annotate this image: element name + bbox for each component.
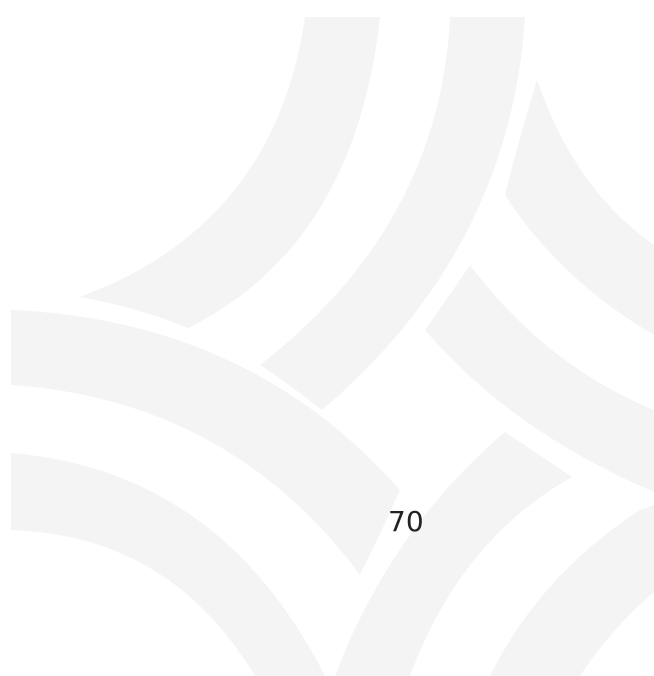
arc-band xyxy=(490,505,654,676)
page-number: 70 xyxy=(388,504,424,540)
page: 70 (() => { const data = JSON.parse(docu… xyxy=(0,0,654,676)
arc-band xyxy=(80,17,380,328)
background-decoration xyxy=(0,0,654,676)
arc-band xyxy=(505,80,654,335)
